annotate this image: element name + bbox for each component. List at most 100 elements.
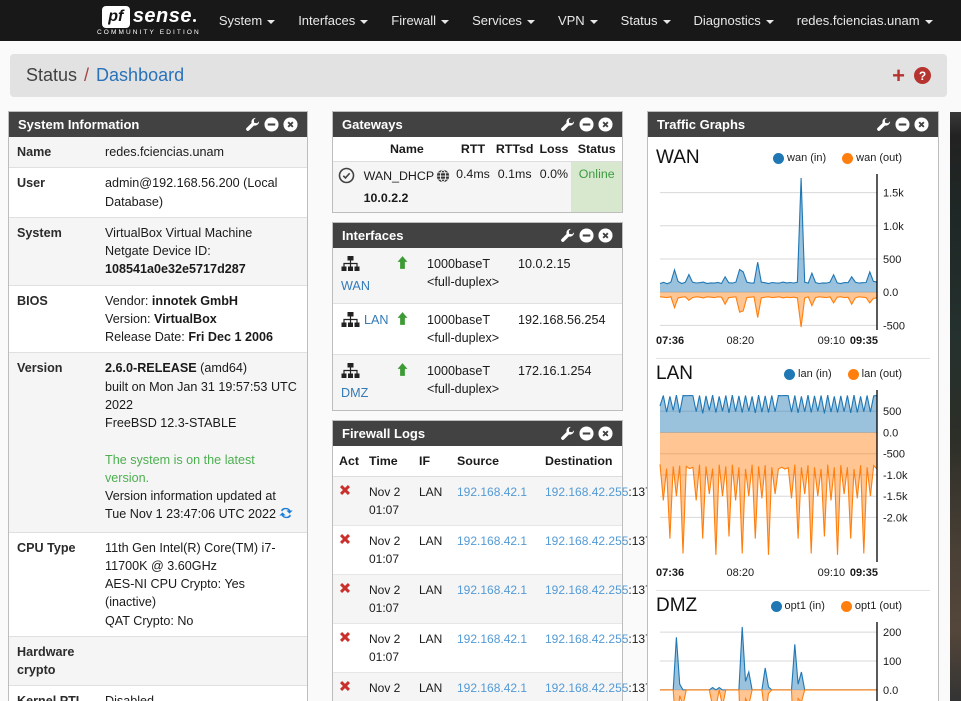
log-interface: LAN (413, 672, 451, 701)
help-icon[interactable]: ? (914, 67, 931, 84)
add-widget-icon[interactable]: + (892, 62, 905, 88)
collapse-icon[interactable] (579, 117, 594, 132)
log-time: Nov 2 01:07 (369, 485, 401, 518)
pfsense-logo-sense: sense (133, 5, 196, 28)
wrench-icon[interactable] (560, 426, 575, 441)
lan-chart-canvas: 500 0.0 -500 -1.0k -1.5k -2.0k 07:36 08:20 09:10… (656, 390, 908, 579)
breadcrumb-section: Status (26, 65, 78, 85)
log-destination-link[interactable]: 192.168.42.255 (545, 485, 629, 500)
menu-system[interactable]: System (219, 13, 276, 28)
svg-text:200: 200 (883, 627, 901, 639)
menu-vpn[interactable]: VPN (558, 13, 598, 28)
block-icon[interactable] (333, 477, 363, 526)
wrench-icon[interactable] (245, 117, 260, 132)
pfsense-logo-pf: pf (101, 5, 130, 28)
log-source-link[interactable]: 192.168.42.1 (457, 632, 528, 647)
breadcrumb-page-link[interactable]: Dashboard (96, 65, 185, 85)
block-icon[interactable] (333, 672, 363, 701)
legend-label: lan (out) (861, 368, 902, 380)
sysinfo-label: BIOS (9, 284, 97, 353)
block-icon[interactable] (333, 574, 363, 624)
log-source-link[interactable]: 192.168.42.1 (457, 681, 528, 696)
log-interface: LAN (419, 485, 443, 500)
gateway-row: WAN_DHCP 10.0.2.2 0.4ms 0.1ms 0.0% Onlin… (333, 161, 622, 213)
legend-dot-in (770, 600, 782, 612)
menu-redes-fciencias-unam[interactable]: redes.fciencias.unam (797, 13, 933, 28)
log-source-link[interactable]: 192.168.42.1 (457, 485, 528, 500)
sysinfo-value: 2.6.0-RELEASE (amd64) built on Mon Jan 31… (97, 352, 307, 532)
globe-icon (436, 169, 450, 189)
log-destination-link[interactable]: 192.168.42.255 (545, 583, 629, 598)
close-icon[interactable] (598, 228, 613, 243)
chart-title: LAN (656, 363, 693, 384)
breadcrumb: Status / Dashboard + ? (10, 54, 947, 97)
svg-text:07:36: 07:36 (656, 567, 684, 579)
collapse-icon[interactable] (579, 228, 594, 243)
widget-traffic-graphs: Traffic Graphs WAN wan (in) wan (out) (647, 111, 939, 701)
sysinfo-value: admin@192.168.56.200 (Local Database) (97, 167, 307, 218)
pfsense-logo[interactable]: pf sense COMMUNITY EDITION (97, 5, 201, 36)
log-destination-port: :137 (628, 534, 652, 549)
interface-row-dmz: DMZ 1000baseT <full-duplex> 172.16.1.254 (333, 354, 622, 410)
log-destination-link[interactable]: 192.168.42.255 (545, 681, 629, 696)
menu-interfaces[interactable]: Interfaces (298, 13, 369, 28)
interface-link-wan[interactable]: WAN (341, 279, 370, 294)
sysinfo-label: System (9, 216, 97, 285)
menu-services[interactable]: Services (472, 13, 535, 28)
gateways-column-header: RTT (453, 137, 493, 162)
sysinfo-value: Vendor: innotek GmbH Version: VirtualBox R… (97, 284, 307, 353)
wrench-icon[interactable] (876, 117, 891, 132)
svg-text:1.0k: 1.0k (883, 221, 904, 233)
chart-legend: lan (in) lan (out) (784, 368, 902, 380)
log-destination-link[interactable]: 192.168.42.255 (545, 632, 629, 647)
firewall-column-header: Destination (539, 445, 622, 478)
log-source-link[interactable]: 192.168.42.1 (457, 583, 528, 598)
block-icon[interactable] (333, 623, 363, 673)
close-icon[interactable] (283, 117, 298, 132)
block-icon[interactable] (333, 525, 363, 575)
sysinfo-row: User admin@192.168.56.200 (Local Database… (9, 167, 307, 218)
link-up-icon (397, 255, 427, 296)
legend-dot-out (847, 368, 859, 380)
close-icon[interactable] (598, 117, 613, 132)
log-destination-link[interactable]: 192.168.42.255 (545, 534, 629, 549)
interface-link-lan[interactable]: LAN (364, 312, 389, 327)
svg-text:0.0: 0.0 (883, 287, 898, 299)
sysinfo-label: Version (9, 352, 97, 532)
sysinfo-row: System VirtualBox Virtual Machine Netgate … (9, 216, 307, 285)
sysinfo-label: Kernel PTI (9, 685, 97, 701)
sysinfo-row: Version 2.6.0-RELEASE (amd64) built on Mon… (9, 352, 307, 532)
widget-title: System Information (18, 117, 140, 132)
refresh-icon[interactable] (279, 506, 293, 525)
collapse-icon[interactable] (264, 117, 279, 132)
wrench-icon[interactable] (560, 117, 575, 132)
menu-status[interactable]: Status (621, 13, 671, 28)
chart-legend: opt1 (in) opt1 (out) (770, 600, 902, 612)
close-icon[interactable] (914, 117, 929, 132)
gateways-column-header: Loss (536, 137, 572, 162)
interface-link-dmz[interactable]: DMZ (341, 386, 369, 401)
legend-dot-in (784, 368, 796, 380)
gateway-ok-icon (333, 162, 361, 213)
wrench-icon[interactable] (560, 228, 575, 243)
gateway-rtt: 0.4ms (456, 167, 490, 181)
legend-dot-in (773, 152, 785, 164)
widget-header: System Information (9, 112, 307, 137)
top-navbar: pf sense COMMUNITY EDITION System Interfa… (0, 0, 961, 41)
log-source-link[interactable]: 192.168.42.1 (457, 534, 528, 549)
widget-firewall-logs: Firewall Logs Act Time IF Source Destination… (332, 419, 652, 701)
close-icon[interactable] (598, 426, 613, 441)
firewall-log-row: Nov 2 01:07 LAN 192.168.42.1 192.168.42.255… (333, 476, 652, 526)
widget-title: Traffic Graphs (657, 117, 746, 132)
menu-diagnostics[interactable]: Diagnostics (694, 13, 774, 28)
sysinfo-value: redes.fciencias.unam (105, 145, 225, 159)
firewall-column-header: IF (413, 445, 451, 478)
collapse-icon[interactable] (579, 426, 594, 441)
breadcrumb-separator: / (84, 65, 90, 85)
collapse-icon[interactable] (895, 117, 910, 132)
network-icon (341, 256, 360, 275)
svg-text:09:10: 09:10 (818, 335, 846, 347)
firewall-column-header: Time (363, 445, 413, 478)
menu-firewall[interactable]: Firewall (391, 13, 450, 28)
